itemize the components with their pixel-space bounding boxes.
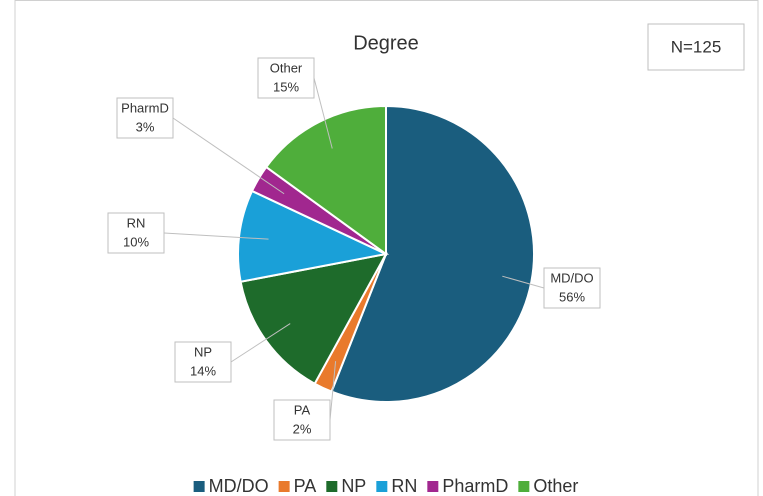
legend-swatch: [376, 481, 388, 492]
pie-slice: [264, 104, 387, 256]
data-label-box: [543, 267, 601, 309]
data-label-box: [174, 341, 232, 383]
legend-label: RN: [391, 476, 417, 496]
data-label-name: Other: [270, 60, 303, 75]
annotation-box: [647, 23, 745, 71]
pie-slice: [239, 252, 388, 386]
leader-line: [172, 117, 285, 195]
legend-label: PA: [294, 476, 317, 496]
data-label-value: 3%: [136, 119, 155, 134]
data-label-box: [257, 57, 315, 99]
data-label-box: [107, 212, 165, 254]
data-label-value: 14%: [190, 363, 216, 378]
leader-line: [163, 232, 269, 240]
data-label-name: NP: [194, 344, 212, 359]
data-label-value: 2%: [293, 421, 312, 436]
annotation: N=125: [671, 37, 722, 56]
leader-line: [329, 361, 337, 421]
data-label-name: PharmD: [121, 100, 169, 115]
data-label-name: MD/DO: [550, 270, 593, 285]
legend-swatch: [427, 481, 439, 492]
legend-label: Other: [533, 476, 578, 496]
data-label-box: [273, 399, 331, 441]
data-label-box: [116, 97, 174, 139]
leader-line: [230, 323, 291, 363]
legend-label: NP: [341, 476, 366, 496]
pie-slice: [330, 104, 535, 403]
data-label-name: RN: [127, 215, 146, 230]
leader-line: [502, 275, 545, 289]
data-label-name: PA: [294, 402, 311, 417]
legend-swatch: [326, 481, 338, 492]
data-label-value: 15%: [273, 79, 299, 94]
legend-swatch: [278, 481, 290, 492]
chart-title: Degree: [353, 32, 419, 54]
legend-swatch: [193, 481, 205, 492]
leader-line: [313, 77, 333, 149]
legend-label: MD/DO: [209, 476, 269, 496]
data-label-value: 56%: [559, 289, 585, 304]
pie-slice: [237, 189, 390, 283]
data-label-value: 10%: [123, 234, 149, 249]
legend-label: PharmD: [442, 476, 508, 496]
legend-swatch: [518, 481, 530, 492]
